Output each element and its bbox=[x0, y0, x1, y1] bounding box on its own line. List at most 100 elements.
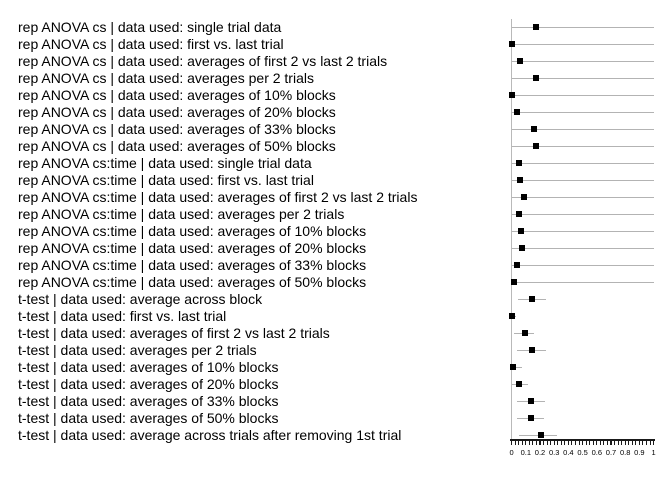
row-label: t-test | data used: average across trial… bbox=[18, 426, 402, 443]
row-label: t-test | data used: averages of first 2 … bbox=[18, 324, 330, 341]
row-label: rep ANOVA cs:time | data used: averages … bbox=[18, 205, 345, 222]
error-bar bbox=[511, 247, 654, 250]
x-axis-tick-label: 0.4 bbox=[563, 448, 574, 457]
x-axis-tick-label: 0.2 bbox=[534, 448, 546, 457]
x-axis-minor-tick bbox=[518, 440, 520, 446]
data-point-marker bbox=[514, 262, 521, 269]
x-axis-minor-tick bbox=[631, 440, 633, 446]
error-bar bbox=[511, 77, 654, 80]
x-axis-minor-tick bbox=[603, 440, 605, 446]
zero-axis-line bbox=[510, 19, 513, 440]
data-point-marker bbox=[516, 381, 523, 388]
x-axis-minor-tick bbox=[649, 440, 651, 446]
row-label: rep ANOVA cs | data used: averages of 20… bbox=[18, 103, 336, 120]
row-label: rep ANOVA cs | data used: single trial d… bbox=[18, 18, 282, 35]
x-axis-minor-tick bbox=[589, 440, 591, 446]
row-label: rep ANOVA cs:time | data used: averages … bbox=[18, 222, 367, 239]
x-axis-minor-tick bbox=[521, 440, 523, 446]
x-axis-minor-tick bbox=[621, 440, 623, 446]
row-label: rep ANOVA cs | data used: averages of 33… bbox=[18, 120, 336, 137]
x-axis-minor-tick bbox=[592, 440, 594, 446]
error-bar bbox=[511, 230, 654, 233]
row-label: rep ANOVA cs:time | data used: averages … bbox=[18, 239, 367, 256]
x-axis-minor-tick bbox=[560, 440, 562, 446]
x-axis-minor-tick bbox=[624, 440, 626, 446]
row-label: rep ANOVA cs:time | data used: first vs.… bbox=[18, 171, 314, 188]
row-label: t-test | data used: averages of 20% bloc… bbox=[18, 375, 279, 392]
x-axis-minor-tick bbox=[514, 440, 516, 446]
x-axis-minor-tick bbox=[528, 440, 530, 446]
row-label: t-test | data used: average across block bbox=[18, 290, 263, 307]
data-point-marker bbox=[509, 364, 516, 371]
x-axis-minor-tick bbox=[599, 440, 601, 446]
row-label: rep ANOVA cs:time | data used: averages … bbox=[18, 273, 367, 290]
x-axis-minor-tick bbox=[635, 440, 637, 446]
x-axis-minor-tick bbox=[578, 440, 580, 446]
error-bar bbox=[511, 179, 654, 182]
x-axis-minor-tick bbox=[567, 440, 569, 446]
data-point-marker bbox=[522, 330, 529, 337]
error-bar bbox=[511, 196, 654, 199]
x-axis-minor-tick bbox=[645, 440, 648, 446]
x-axis-tick-label: 0.1 bbox=[520, 448, 532, 457]
x-axis-minor-tick bbox=[653, 440, 655, 446]
data-point-marker bbox=[509, 313, 516, 320]
error-bar bbox=[511, 111, 654, 114]
data-point-marker bbox=[529, 296, 536, 303]
x-axis-minor-tick bbox=[511, 440, 513, 446]
data-point-marker bbox=[516, 160, 523, 167]
error-bar bbox=[511, 26, 654, 29]
data-point-marker bbox=[528, 347, 535, 354]
data-point-marker bbox=[533, 75, 540, 82]
data-point-marker bbox=[508, 41, 515, 48]
data-point-marker bbox=[515, 211, 522, 218]
x-axis-minor-tick bbox=[610, 440, 612, 446]
x-axis-minor-tick bbox=[553, 440, 555, 446]
data-point-marker bbox=[514, 109, 521, 116]
row-label: t-test | data used: averages per 2 trial… bbox=[18, 341, 257, 358]
row-label: rep ANOVA cs:time | data used: averages … bbox=[18, 188, 418, 205]
row-label: rep ANOVA cs | data used: averages of 10… bbox=[18, 86, 336, 103]
x-axis-minor-tick bbox=[525, 440, 527, 446]
x-axis-minor-tick bbox=[617, 440, 619, 446]
x-axis-minor-tick bbox=[564, 440, 566, 446]
data-point-marker bbox=[532, 143, 539, 150]
x-axis-tick-label: 0.3 bbox=[548, 448, 560, 457]
error-bar bbox=[511, 281, 654, 284]
x-axis-minor-tick bbox=[628, 440, 630, 446]
data-point-marker bbox=[518, 245, 525, 252]
row-label: rep ANOVA cs:time | data used: averages … bbox=[18, 256, 367, 273]
x-axis-tick-label: 0 bbox=[509, 448, 514, 457]
data-point-marker bbox=[533, 24, 540, 31]
error-bar bbox=[511, 60, 654, 63]
x-axis-tick-label: 1 bbox=[651, 448, 656, 457]
error-bar bbox=[511, 94, 654, 97]
x-axis-minor-tick bbox=[614, 440, 616, 446]
row-label: rep ANOVA cs | data used: averages of fi… bbox=[18, 52, 388, 69]
x-axis-tick-label: 0.6 bbox=[591, 448, 603, 457]
x-axis-minor-tick bbox=[571, 440, 573, 446]
x-axis-minor-tick bbox=[582, 440, 584, 446]
x-axis-minor-tick bbox=[539, 440, 541, 446]
x-axis-minor-tick bbox=[543, 440, 545, 446]
error-bar bbox=[511, 162, 654, 165]
x-axis-tick-label: 0.7 bbox=[605, 448, 617, 457]
error-bar bbox=[511, 264, 654, 267]
data-point-marker bbox=[517, 228, 524, 235]
data-point-marker bbox=[531, 126, 538, 133]
data-point-marker bbox=[527, 398, 534, 405]
x-axis-minor-tick bbox=[535, 440, 537, 446]
row-label: rep ANOVA cs | data used: averages of 50… bbox=[18, 137, 336, 154]
data-point-marker bbox=[538, 432, 545, 439]
data-point-marker bbox=[517, 58, 524, 65]
row-label: rep ANOVA cs | data used: averages per 2… bbox=[18, 69, 314, 86]
x-axis-tick-label: 0.9 bbox=[634, 448, 645, 457]
error-bar bbox=[511, 145, 654, 148]
row-label: t-test | data used: averages of 10% bloc… bbox=[18, 358, 279, 375]
x-axis-minor-tick bbox=[606, 440, 608, 446]
data-point-marker bbox=[520, 194, 527, 201]
row-label: rep ANOVA cs | data used: first vs. last… bbox=[18, 35, 284, 52]
error-bar bbox=[511, 43, 654, 46]
x-axis-tick-label: 0.5 bbox=[577, 448, 588, 457]
x-axis-minor-tick bbox=[638, 440, 640, 446]
